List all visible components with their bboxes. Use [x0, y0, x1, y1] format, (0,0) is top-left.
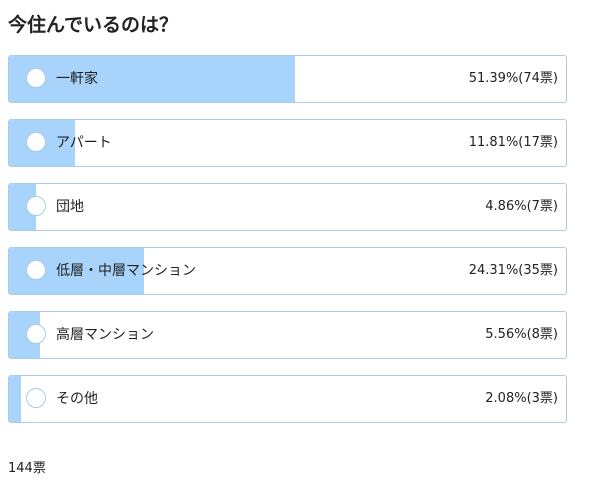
poll-options: 一軒家 51.39%(74票) アパート 11.81%(17票) 団地 4.86… [8, 55, 567, 439]
radio-circle-icon[interactable] [26, 260, 46, 280]
option-label: アパート [56, 135, 112, 151]
radio-circle-icon[interactable] [26, 68, 46, 88]
radio-circle-icon[interactable] [26, 132, 46, 152]
option-label: その他 [56, 391, 98, 407]
radio-circle-icon[interactable] [26, 324, 46, 344]
option-result: 51.39%(74票) [468, 71, 558, 86]
option-label: 低層・中層マンション [56, 263, 196, 279]
poll-option-apartment[interactable]: アパート 11.81%(17票) [8, 119, 567, 167]
poll-option-high-rise-condo[interactable]: 高層マンション 5.56%(8票) [8, 311, 567, 359]
radio-circle-icon[interactable] [26, 196, 46, 216]
result-bar [9, 56, 296, 102]
poll-title: 今住んでいるのは？ [8, 14, 179, 36]
poll-option-detached-house[interactable]: 一軒家 51.39%(74票) [8, 55, 567, 103]
option-result: 5.56%(8票) [485, 327, 558, 342]
option-result: 4.86%(7票) [485, 199, 558, 214]
total-votes: 144票 [8, 461, 46, 476]
option-label: 団地 [56, 199, 84, 215]
radio-circle-icon[interactable] [26, 388, 46, 408]
option-label: 高層マンション [56, 327, 154, 343]
option-result: 24.31%(35票) [468, 263, 558, 278]
poll-option-low-mid-rise-condo[interactable]: 低層・中層マンション 24.31%(35票) [8, 247, 567, 295]
option-label: 一軒家 [56, 71, 98, 87]
poll-option-other[interactable]: その他 2.08%(3票) [8, 375, 567, 423]
poll-option-housing-complex[interactable]: 団地 4.86%(7票) [8, 183, 567, 231]
option-result: 2.08%(3票) [485, 391, 558, 406]
result-bar [9, 376, 21, 422]
option-result: 11.81%(17票) [468, 135, 558, 150]
